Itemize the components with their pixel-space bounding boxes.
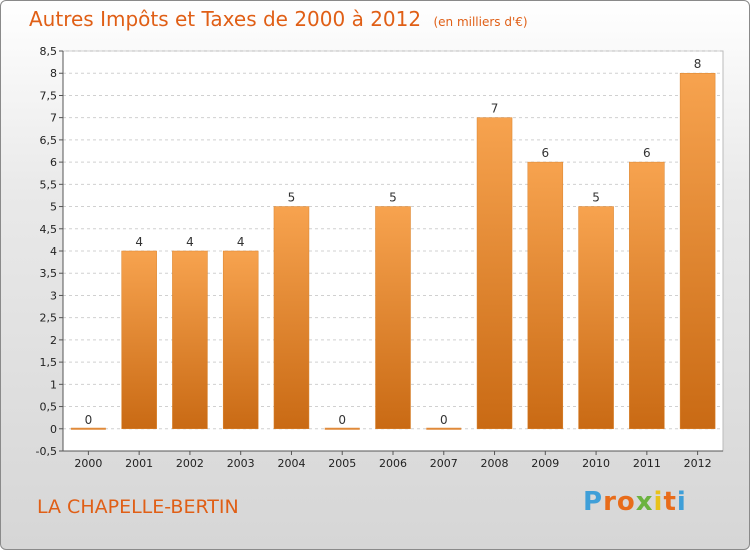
y-tick-label: 6,5 <box>40 134 58 147</box>
bar <box>222 250 259 430</box>
x-tick-label: 2001 <box>125 457 153 470</box>
y-tick-label: 3,5 <box>40 267 58 280</box>
x-tick-label: 2007 <box>430 457 458 470</box>
data-label: 0 <box>85 413 93 427</box>
y-tick-label: 5,5 <box>40 178 58 191</box>
logo-letter: x <box>635 487 654 517</box>
data-label: 7 <box>491 102 499 116</box>
y-tick-label: 0,5 <box>40 401 58 414</box>
y-tick-label: 2 <box>50 334 57 347</box>
logo-letter: i <box>676 487 687 517</box>
bar <box>375 206 411 430</box>
y-tick-label: -0,5 <box>36 445 57 458</box>
y-tick-label: 1,5 <box>40 356 58 369</box>
y-tick-label: 2,5 <box>40 312 58 325</box>
y-tick-label: 7,5 <box>40 89 58 102</box>
data-label: 4 <box>135 235 143 249</box>
y-tick-label: 1 <box>50 378 57 391</box>
data-label: 5 <box>389 191 397 205</box>
y-tick-label: 8,5 <box>40 45 58 58</box>
x-tick-label: 2006 <box>379 457 407 470</box>
data-label: 0 <box>338 413 346 427</box>
x-tick-label: 2003 <box>227 457 255 470</box>
x-tick-label: 2004 <box>277 457 305 470</box>
y-tick-label: 4 <box>50 245 57 258</box>
data-label: 4 <box>186 235 194 249</box>
y-tick-label: 6 <box>50 156 57 169</box>
chart-title-main: Autres Impôts et Taxes de 2000 à 2012 <box>29 7 422 31</box>
bar <box>172 250 208 430</box>
y-tick-label: 5 <box>50 201 57 214</box>
x-tick-label: 2000 <box>74 457 102 470</box>
y-tick-label: 7 <box>50 112 57 125</box>
y-tick-label: 0 <box>50 423 57 436</box>
bar <box>121 250 157 430</box>
data-label: 8 <box>694 57 702 71</box>
bar <box>476 117 513 430</box>
x-tick-label: 2010 <box>582 457 610 470</box>
logo-letter: t <box>663 487 677 517</box>
data-label: 0 <box>440 413 448 427</box>
data-label: 6 <box>643 146 651 160</box>
data-label: 5 <box>592 191 600 205</box>
bar <box>679 72 716 430</box>
x-tick-label: 2011 <box>633 457 661 470</box>
data-label: 4 <box>237 235 245 249</box>
x-tick-label: 2009 <box>531 457 559 470</box>
logo-letter: o <box>616 487 636 517</box>
data-label: 6 <box>541 146 549 160</box>
x-tick-label: 2005 <box>328 457 356 470</box>
x-tick-label: 2008 <box>481 457 509 470</box>
logo-letter: i <box>653 487 664 517</box>
proxiti-logo: Proxiti <box>583 487 687 517</box>
data-label: 5 <box>288 191 296 205</box>
bar <box>527 161 564 430</box>
y-tick-label: 4,5 <box>40 223 58 236</box>
town-name: LA CHAPELLE-BERTIN <box>37 496 239 518</box>
chart-unit: (en milliers d'€) <box>433 15 528 29</box>
logo-letter: P <box>583 487 604 517</box>
y-tick-label: 3 <box>50 289 57 302</box>
chart-title: Autres Impôts et Taxes de 2000 à 2012 (e… <box>29 7 528 31</box>
y-tick-label: 8 <box>50 67 57 80</box>
logo-letter: r <box>603 487 617 517</box>
x-tick-label: 2012 <box>684 457 712 470</box>
bar <box>273 206 310 430</box>
x-tick-label: 2002 <box>176 457 204 470</box>
bar <box>578 206 614 430</box>
bar <box>629 161 665 430</box>
